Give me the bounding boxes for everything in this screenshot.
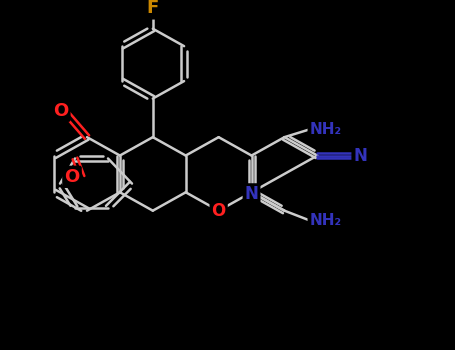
Text: NH₂: NH₂ xyxy=(309,213,342,228)
Text: NH₂: NH₂ xyxy=(309,122,342,137)
Text: F: F xyxy=(147,0,159,18)
Text: N: N xyxy=(245,185,258,203)
Text: O: O xyxy=(64,168,80,186)
Text: N: N xyxy=(354,147,367,164)
Text: O: O xyxy=(53,102,68,120)
Text: O: O xyxy=(212,202,226,220)
